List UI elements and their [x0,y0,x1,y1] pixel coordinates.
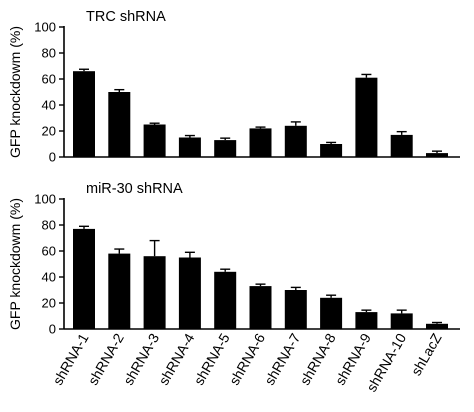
panel-title: miR-30 shRNA [86,181,183,197]
y-tick-label: 0 [49,322,56,337]
bar-shrna-4 [178,257,201,329]
bar-shrna-5 [214,271,237,329]
bar-shrna-6 [249,286,272,329]
bar-shrna-9 [355,77,378,157]
y-tick-label: 60 [42,72,56,87]
bar-shrna-9 [355,312,378,329]
bar-shrna-10 [390,313,413,329]
y-axis-label: GFP knockdowm (%) [7,198,23,330]
bar-shrna-7 [284,290,307,329]
bar-shlacz [426,153,448,157]
y-tick-label: 100 [34,192,56,207]
bar-shrna-3 [143,124,166,157]
y-tick-label: 80 [42,218,56,233]
bar-shrna-2 [108,92,131,157]
bar-shrna-7 [284,125,307,157]
bar-shrna-1 [73,71,95,157]
chart-panel-1: 0 20 40 60 80 100 GFP knockdowm (%) TRC shRNA [7,9,460,165]
panel-title: TRC shRNA [86,9,166,25]
y-tick-label: 80 [42,46,56,61]
y-tick-label: 20 [42,296,56,311]
bar-shrna-8 [320,297,343,329]
y-tick-label: 40 [42,270,56,285]
bar-shrna-8 [320,144,343,157]
bar-shrna-2 [108,253,131,329]
x-tick-label: shLacZ [408,330,445,378]
bar-shrna-5 [214,140,237,157]
chart-panel-2: 0 20 40 60 80 100 GFP knockdowm (%) miR-30 shRN… [7,181,460,394]
bar-shrna-10 [390,134,413,157]
bar-shrna-1 [73,228,95,329]
bar-shrna-3 [143,256,166,329]
y-tick-label: 100 [34,20,56,35]
y-axis-label: GFP knockdowm (%) [7,26,23,158]
y-tick-label: 0 [49,150,56,165]
bar-shlacz [426,323,448,329]
y-tick-label: 40 [42,98,56,113]
bar-shrna-4 [178,137,201,157]
bar-shrna-6 [249,128,272,157]
y-tick-label: 20 [42,124,56,139]
y-tick-label: 60 [42,244,56,259]
